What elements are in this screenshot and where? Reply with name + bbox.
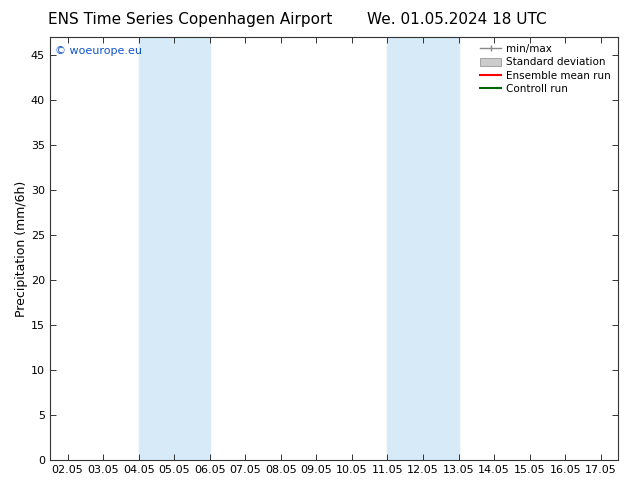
Bar bbox=[139, 37, 174, 460]
Y-axis label: Precipitation (mm/6h): Precipitation (mm/6h) bbox=[15, 180, 28, 317]
Text: ENS Time Series Copenhagen Airport: ENS Time Series Copenhagen Airport bbox=[48, 12, 332, 27]
Text: © woeurope.eu: © woeurope.eu bbox=[55, 46, 143, 55]
Legend: min/max, Standard deviation, Ensemble mean run, Controll run: min/max, Standard deviation, Ensemble me… bbox=[476, 40, 616, 98]
Bar bbox=[423, 37, 458, 460]
Bar bbox=[174, 37, 210, 460]
Bar bbox=[387, 37, 423, 460]
Text: We. 01.05.2024 18 UTC: We. 01.05.2024 18 UTC bbox=[366, 12, 547, 27]
